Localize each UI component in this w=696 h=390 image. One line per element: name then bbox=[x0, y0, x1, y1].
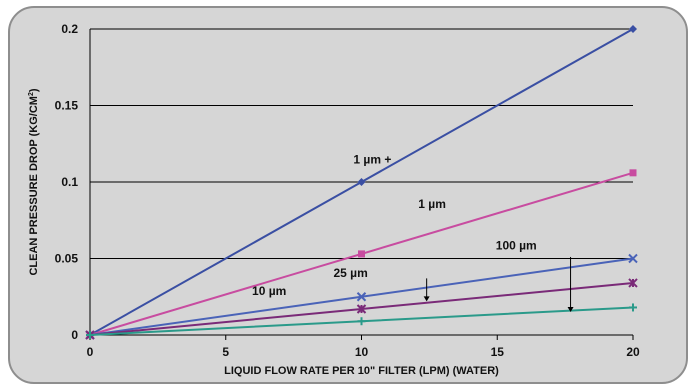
x-tick-label: 15 bbox=[491, 345, 505, 359]
series-annotation: 1 µm + bbox=[353, 153, 391, 167]
x-axis-title: LIQUID FLOW RATE PER 10" FILTER (LPM) (W… bbox=[224, 365, 499, 377]
series-annotation: 10 µm bbox=[252, 284, 286, 298]
y-tick-label: 0.2 bbox=[61, 22, 78, 36]
data-point bbox=[628, 253, 638, 264]
x-tick-label: 0 bbox=[87, 345, 94, 359]
data-point bbox=[357, 317, 366, 326]
data-point bbox=[357, 178, 366, 186]
x-tick-label: 10 bbox=[355, 345, 369, 359]
data-point bbox=[629, 25, 637, 33]
y-axis-title: CLEAN PRESSURE DROP (KG/CM2) bbox=[28, 88, 40, 275]
data-point bbox=[86, 331, 94, 339]
data-point bbox=[358, 250, 365, 258]
y-tick-label: 0.05 bbox=[55, 252, 79, 266]
series-annotation: 100 µm bbox=[496, 238, 537, 252]
y-tick-label: 0.1 bbox=[61, 175, 78, 189]
data-point bbox=[629, 303, 637, 312]
series-annotation: 1 µm bbox=[418, 197, 446, 211]
annotations: 1 µm + 1 µm 100 µm 25 µm 10 µm bbox=[252, 153, 574, 313]
x-tick-label: 20 bbox=[626, 345, 640, 359]
data-point bbox=[629, 169, 637, 177]
y-tick-label: 0 bbox=[71, 328, 78, 342]
y-axis-title-sup: 2 bbox=[28, 92, 35, 96]
annotation-arrow bbox=[567, 256, 574, 313]
annotation-arrow bbox=[423, 278, 430, 302]
data-point bbox=[628, 278, 638, 288]
y-axis-title-main: CLEAN PRESSURE DROP (KG/CM bbox=[28, 96, 40, 275]
y-axis-title-close: ) bbox=[28, 88, 40, 92]
series-group bbox=[85, 25, 638, 340]
y-tick-label: 0.15 bbox=[55, 99, 79, 113]
x-tick-label: 5 bbox=[222, 345, 229, 359]
axes: 0 0.05 0.1 0.15 0.2 0 5 10 15 20 bbox=[55, 22, 640, 359]
series-annotation: 25 µm bbox=[334, 266, 368, 280]
data-point bbox=[356, 292, 367, 302]
data-point bbox=[356, 304, 367, 314]
